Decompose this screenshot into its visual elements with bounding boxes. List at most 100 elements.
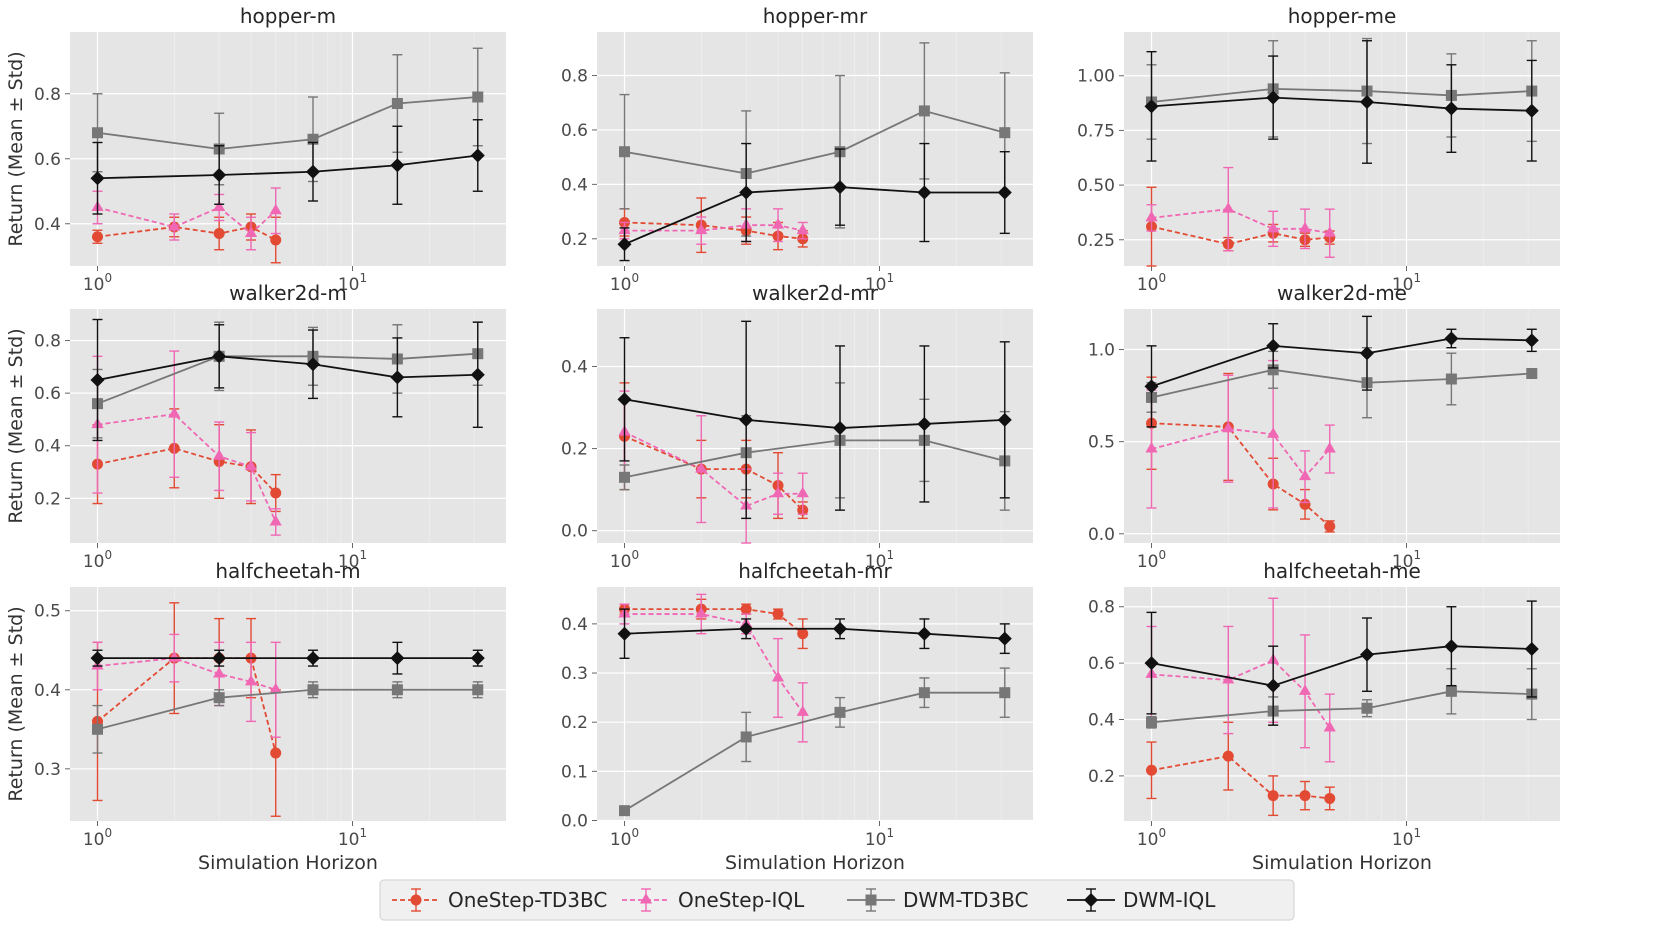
panel-title: walker2d-m [229,281,347,305]
data-point [1222,750,1234,762]
data-point [472,91,484,103]
legend-label: OneStep-IQL [678,888,805,912]
series-dwm-iql [90,641,485,675]
series-dwm-iql [1144,600,1539,726]
data-point [997,631,1012,646]
y-tick-label: 0.75 [1077,121,1115,141]
data-point [739,412,754,427]
data-point [270,487,282,499]
data-point [391,98,403,109]
legend-entry-dwm-td3bc: DWM-TD3BC [847,888,1029,912]
x-axis-label: Simulation Horizon [1252,852,1432,874]
series-onestep-iql [1145,166,1336,258]
data-point [1324,520,1336,532]
y-tick-label: 0.6 [34,384,61,404]
data-point [1222,421,1235,433]
data-point [390,370,405,385]
data-point [305,651,320,666]
y-tick-label: 0.4 [34,215,61,235]
data-point [1526,367,1538,379]
y-tick-label: 0.6 [1088,654,1115,674]
data-point [305,357,320,372]
legend-marker [639,893,653,904]
panel-title: halfcheetah-mr [738,559,892,583]
legend-label: DWM-IQL [1123,888,1216,912]
panel-title: halfcheetah-me [1263,559,1421,583]
data-point [1444,331,1459,346]
data-point [1144,379,1159,394]
data-point [617,392,632,407]
series-dwm-iql [1144,315,1539,428]
data-point [1524,103,1539,118]
legend-entry-dwm-iql: DWM-IQL [1067,888,1216,912]
data-point [796,223,809,235]
y-tick-label: 0.0 [561,522,588,542]
data-point [832,621,847,636]
y-tick-label: 0.6 [34,150,61,170]
data-point [470,651,485,666]
y-tick-label: 0.8 [1088,598,1115,618]
data-point [832,180,847,195]
data-point [168,407,181,418]
data-point [307,684,319,696]
series-onestep-iql [618,208,809,245]
panel-title: halfcheetah-m [215,559,360,583]
series-onestep-td3bc [1146,721,1336,817]
data-point [1144,99,1159,114]
data-point [269,682,282,694]
data-point [212,168,227,182]
x-tick-label: 100 [610,826,639,850]
y-tick-label: 0.1 [561,762,588,782]
data-point [997,412,1012,427]
data-point [695,223,708,235]
data-point [619,471,631,483]
data-point [739,621,754,636]
panel-halfcheetah-me: 0.2 0.4 0.6 0.8 100 101 halfcheetah-me Simulati… [1088,559,1560,874]
data-point [1359,647,1374,662]
panel-title: hopper-me [1288,4,1397,28]
legend-label: DWM-TD3BC [903,888,1029,912]
data-point [269,203,282,215]
data-point [1323,720,1336,732]
x-tick-label: 100 [83,271,112,295]
data-point [771,670,785,682]
data-point [1524,333,1539,348]
y-tick-label: 0.4 [34,437,61,457]
data-point [391,684,403,696]
y-tick-label: 1.00 [1077,67,1115,87]
series-dwm-iql [90,318,485,442]
y-tick-label: 0.2 [34,489,61,509]
data-point [390,651,405,666]
x-axis-label: Simulation Horizon [725,852,905,874]
data-point [1267,790,1279,802]
x-tick-label: 101 [1392,271,1421,295]
data-point [1444,639,1459,654]
data-point [832,421,847,436]
legend-marker [1084,893,1098,907]
series-line [1151,208,1330,235]
data-point [1145,210,1158,222]
data-point [771,218,785,229]
data-point [999,127,1011,139]
legend-label: OneStep-TD3BC [448,888,607,912]
series-line [1151,422,1331,528]
data-point [1298,469,1312,481]
data-point [1222,202,1235,213]
data-point [244,674,258,686]
legend-box [379,879,1295,921]
data-point [1298,684,1312,695]
data-point [1146,764,1158,776]
y-tick-label: 0.3 [561,664,588,684]
y-tick-label: 0.2 [561,230,588,250]
legend-marker [865,894,877,906]
panel-title: hopper-m [240,4,336,28]
x-tick-label: 100 [1137,548,1166,572]
plot-area [70,309,506,543]
data-point [997,185,1012,200]
data-point [1444,101,1459,116]
data-point [1323,442,1336,453]
